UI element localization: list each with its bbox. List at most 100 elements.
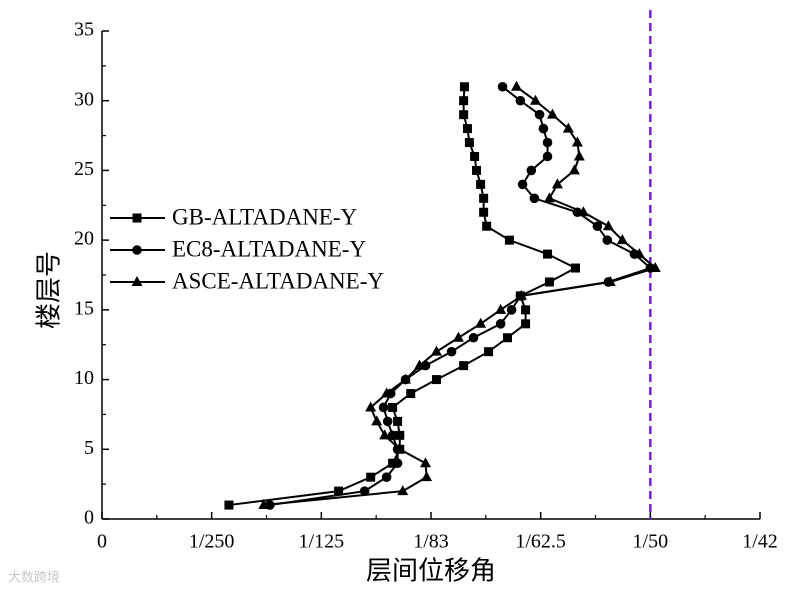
data-point [381, 387, 393, 398]
data-point [602, 235, 613, 245]
data-point [482, 221, 492, 231]
data-point [378, 402, 389, 413]
data-point [484, 347, 494, 357]
y-tick-label: 15 [74, 297, 94, 319]
series-line [269, 85, 653, 507]
data-point [430, 345, 442, 356]
x-tick-label: 1/250 [189, 531, 235, 553]
legend-marker [132, 213, 142, 223]
data-point [616, 234, 628, 245]
data-point [420, 457, 432, 468]
data-point [570, 263, 580, 273]
data-point [495, 319, 506, 329]
y-tick-label: 30 [74, 88, 94, 110]
data-point [542, 137, 553, 148]
data-point [526, 165, 537, 176]
y-tick-label: 25 [74, 158, 94, 180]
data-point [551, 178, 563, 189]
x-tick-label: 0 [97, 531, 107, 553]
data-point [543, 192, 555, 203]
x-tick-label: 1/62.5 [515, 531, 566, 553]
data-point [381, 472, 392, 482]
data-point [393, 416, 403, 426]
data-point [534, 109, 545, 120]
legend-marker [132, 245, 142, 255]
series-line [263, 85, 658, 507]
data-point [224, 500, 234, 510]
data-point [421, 471, 433, 482]
data-point [633, 248, 645, 259]
data-point [573, 150, 585, 161]
legend-label: ASCE-ALTADANE-Y [172, 268, 384, 293]
data-point [365, 401, 377, 412]
data-point [479, 193, 489, 203]
data-point [521, 319, 531, 329]
y-tick-label: 10 [74, 367, 94, 389]
data-point [479, 207, 489, 217]
data-point [517, 179, 528, 190]
x-tick-label: 1/125 [299, 531, 345, 553]
legend-label: GB-ALTADANE-Y [172, 204, 358, 229]
data-point [468, 332, 479, 343]
x-axis-title: 层间位移角 [366, 557, 496, 587]
y-axis-title: 楼层号 [35, 251, 65, 329]
data-point [543, 249, 553, 259]
data-point [406, 389, 416, 399]
data-point [379, 429, 391, 440]
data-point [571, 136, 583, 147]
data-point [431, 375, 441, 385]
y-tick-label: 0 [84, 507, 94, 529]
data-point [446, 346, 457, 357]
data-point [413, 359, 425, 370]
data-point [562, 122, 574, 133]
data-point [511, 80, 523, 91]
data-point [459, 96, 469, 106]
data-point [521, 305, 531, 315]
watermark: 大数跨境 [8, 571, 60, 586]
data-point [400, 373, 412, 384]
data-point [387, 430, 398, 441]
data-point [504, 235, 514, 245]
x-tick-label: 1/42 [742, 531, 778, 553]
data-point [529, 193, 540, 204]
data-point [382, 416, 393, 427]
data-point [604, 275, 616, 286]
data-point [388, 402, 398, 412]
y-tick-label: 35 [74, 19, 94, 41]
x-tick-label: 1/83 [413, 531, 449, 553]
data-point [546, 108, 558, 119]
y-tick-label: 5 [84, 437, 94, 459]
data-point [475, 317, 487, 328]
data-point [334, 486, 344, 496]
x-tick-label: 1/50 [633, 531, 669, 553]
data-point [592, 221, 603, 231]
data-point [452, 331, 464, 342]
data-point [602, 220, 614, 231]
data-point [538, 123, 549, 134]
data-point [515, 289, 527, 300]
data-point [502, 333, 512, 343]
legend-marker [131, 276, 143, 286]
data-point [495, 303, 507, 314]
data-point [472, 165, 482, 175]
data-point [529, 94, 541, 105]
data-point [366, 472, 376, 482]
data-point [459, 361, 469, 371]
data-point [497, 81, 508, 92]
data-point [392, 458, 403, 469]
data-point [515, 95, 526, 106]
data-point [394, 443, 406, 454]
data-point [397, 485, 409, 496]
data-point [506, 305, 517, 315]
y-tick-label: 20 [74, 228, 94, 250]
data-point [462, 124, 472, 134]
data-point [395, 430, 405, 440]
data-point [359, 486, 370, 496]
data-point [388, 458, 398, 468]
legend-label: EC8-ALTADANE-Y [172, 236, 366, 261]
data-point [464, 138, 474, 148]
data-point [568, 164, 580, 175]
data-point [542, 151, 553, 162]
data-point [476, 179, 486, 189]
